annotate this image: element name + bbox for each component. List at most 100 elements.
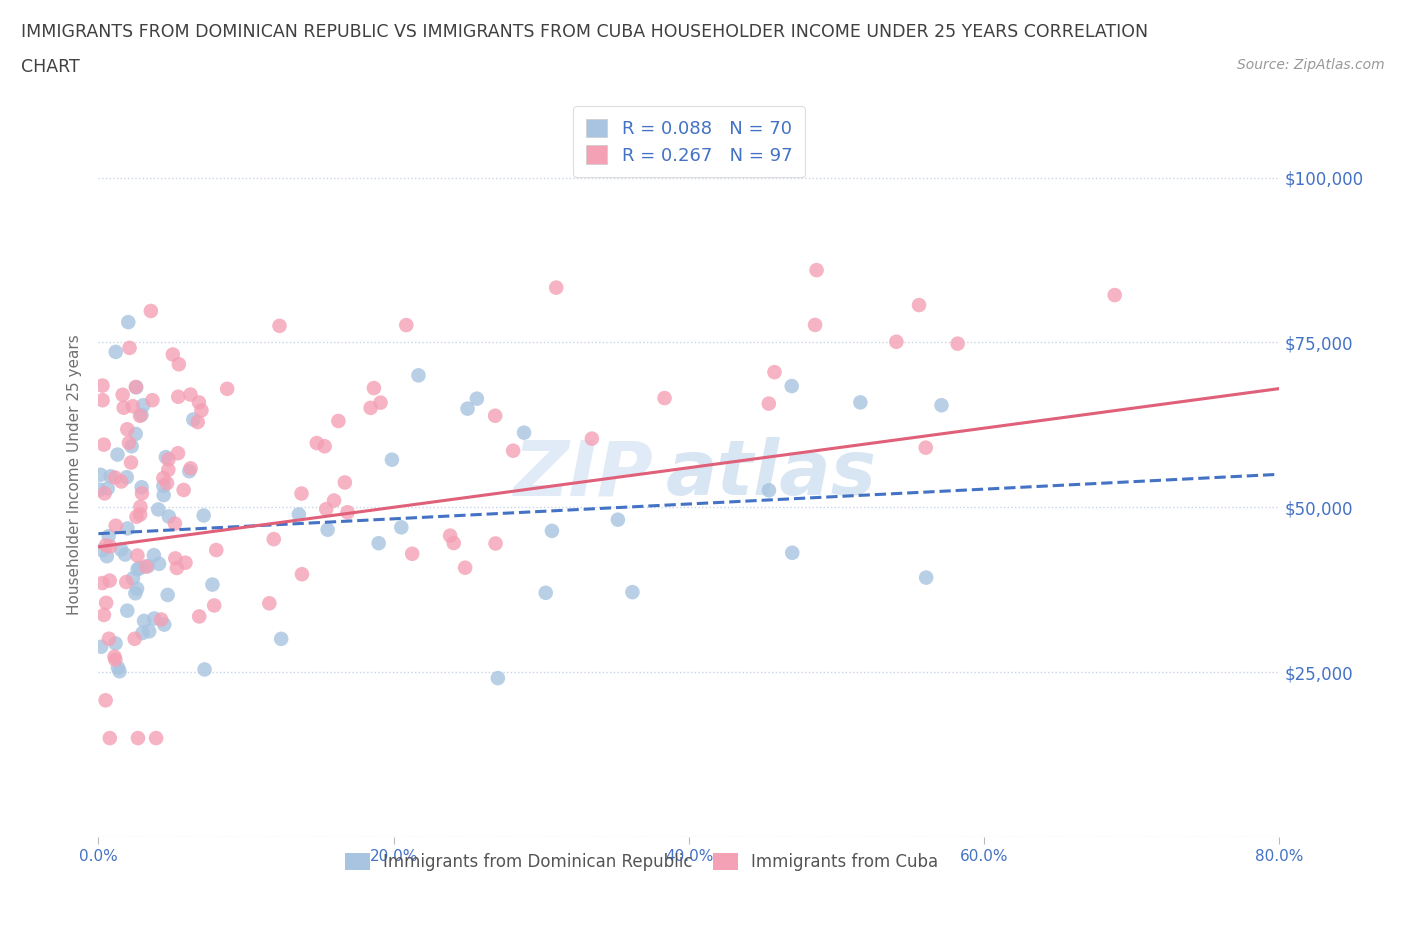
Point (125, 379, 148, 394)
Point (315, 501, 337, 516)
Point (546, 280, 568, 295)
Point (141, 392, 163, 407)
Point (94, 693, 117, 708)
Point (465, 392, 488, 406)
Point (110, 542, 132, 557)
Point (91, 576, 114, 591)
Point (484, 536, 506, 551)
Point (111, 387, 134, 402)
Legend: Immigrants from Dominican Republic, Immigrants from Cuba: Immigrants from Dominican Republic, Immi… (336, 844, 946, 880)
Point (120, 455, 142, 470)
Point (89, 482, 111, 497)
Point (125, 581, 148, 596)
Point (103, 649, 125, 664)
Point (131, 485, 153, 500)
Point (89, 467, 111, 482)
Point (541, 524, 564, 538)
Point (217, 381, 239, 396)
Point (114, 547, 136, 562)
Point (439, 528, 461, 543)
Point (138, 624, 160, 639)
Point (804, 317, 827, 332)
Point (117, 521, 139, 536)
Point (163, 516, 186, 531)
Point (193, 508, 215, 523)
Point (91, 543, 114, 558)
Point (167, 445, 190, 460)
Point (513, 425, 536, 440)
Point (621, 585, 644, 600)
Point (194, 662, 217, 677)
Point (156, 588, 179, 603)
Point (128, 561, 150, 576)
Point (333, 475, 356, 490)
Point (205, 542, 228, 557)
Point (1104, 287, 1126, 302)
Point (931, 398, 953, 413)
Point (291, 566, 314, 581)
Point (401, 546, 423, 561)
Point (97, 631, 120, 646)
Point (122, 571, 145, 586)
Point (849, 395, 872, 410)
Point (118, 435, 141, 450)
Point (153, 618, 176, 632)
Point (93, 437, 115, 452)
Point (290, 486, 312, 501)
Point (157, 452, 180, 467)
Point (100, 469, 122, 484)
Point (360, 401, 382, 416)
Point (104, 344, 127, 359)
Point (316, 523, 339, 538)
Point (135, 559, 157, 574)
Point (127, 731, 149, 746)
Point (131, 626, 153, 641)
Point (162, 347, 184, 362)
Point (131, 407, 153, 422)
Point (115, 470, 138, 485)
Point (157, 509, 180, 524)
Point (121, 439, 143, 454)
Point (367, 536, 389, 551)
Point (93, 486, 115, 501)
Point (328, 414, 350, 429)
Point (181, 412, 204, 427)
Point (142, 548, 165, 563)
Point (93, 607, 115, 622)
Point (152, 471, 174, 485)
Point (112, 400, 135, 415)
Point (117, 604, 139, 618)
Text: CHART: CHART (21, 58, 80, 75)
Point (117, 314, 139, 329)
Point (314, 439, 336, 454)
Point (104, 652, 127, 667)
Point (121, 399, 143, 414)
Point (94, 595, 117, 610)
Text: Source: ZipAtlas.com: Source: ZipAtlas.com (1237, 58, 1385, 72)
Point (763, 365, 786, 379)
Point (758, 396, 780, 411)
Point (132, 614, 155, 629)
Point (129, 499, 152, 514)
Point (914, 440, 936, 455)
Point (104, 518, 127, 533)
Point (780, 379, 803, 393)
Point (115, 575, 138, 590)
Point (104, 470, 127, 485)
Point (187, 395, 209, 410)
Point (167, 390, 190, 405)
Point (454, 560, 477, 575)
Point (457, 401, 479, 416)
Point (654, 391, 676, 405)
Point (408, 368, 430, 383)
Point (534, 585, 557, 600)
Point (155, 449, 177, 464)
Point (157, 462, 180, 477)
Point (97, 529, 120, 544)
Point (118, 340, 141, 355)
Point (395, 318, 418, 333)
Point (179, 464, 201, 479)
Point (125, 379, 148, 394)
Point (124, 586, 146, 601)
Point (336, 505, 359, 520)
